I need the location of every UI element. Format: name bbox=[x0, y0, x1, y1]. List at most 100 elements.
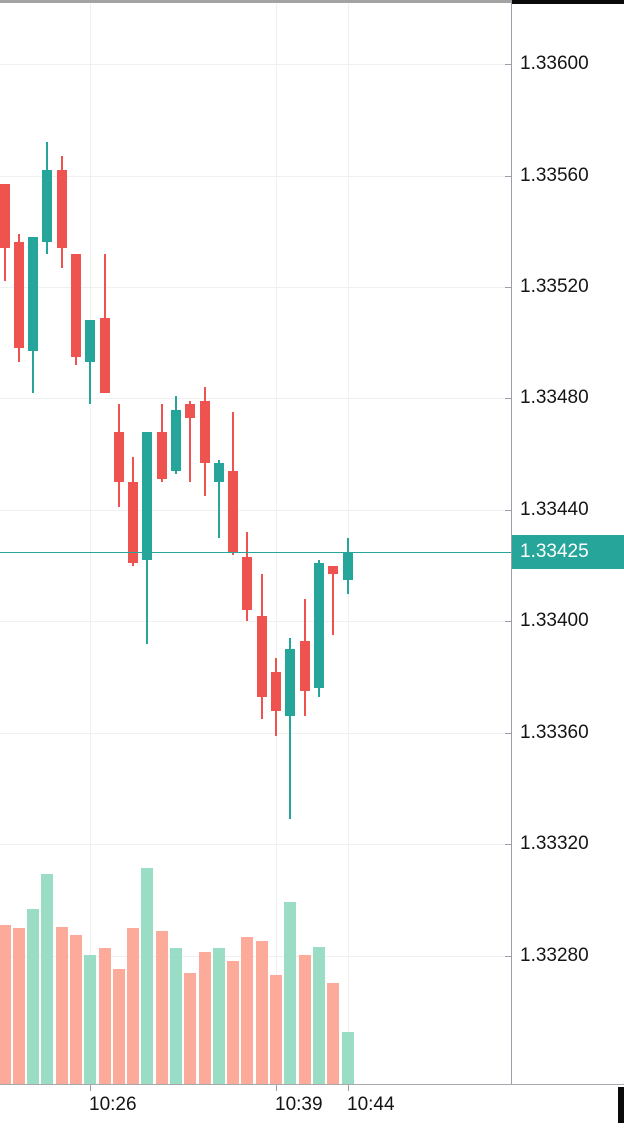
price-tick bbox=[505, 176, 512, 177]
price-tick bbox=[505, 956, 512, 957]
volume-bar bbox=[312, 947, 325, 1084]
volume-bar bbox=[141, 868, 154, 1084]
candle-body bbox=[271, 671, 282, 711]
volume-bar bbox=[41, 874, 54, 1084]
candle-body bbox=[342, 551, 353, 580]
price-tick-label: 1.33600 bbox=[520, 53, 589, 74]
price-gridline bbox=[0, 287, 511, 288]
last-price-label: 1.33425 bbox=[512, 535, 624, 569]
candle-body bbox=[299, 640, 310, 692]
volume-bar bbox=[98, 948, 111, 1084]
candle-body bbox=[199, 401, 210, 463]
candle-body bbox=[171, 409, 181, 471]
price-tick bbox=[505, 510, 512, 511]
time-axis[interactable]: 10:26 10:39 10:44 bbox=[0, 1085, 624, 1134]
time-tick bbox=[90, 1085, 91, 1091]
candle-body bbox=[99, 317, 110, 393]
price-tick-label: 1.33400 bbox=[520, 610, 589, 631]
volume-bar bbox=[255, 941, 268, 1084]
candle-body bbox=[28, 236, 39, 352]
price-gridline bbox=[0, 956, 511, 957]
price-axis-separator bbox=[511, 0, 512, 1084]
price-tick-label: 1.33320 bbox=[520, 833, 589, 854]
volume-bar bbox=[184, 973, 197, 1084]
candle-wick bbox=[189, 401, 192, 483]
price-tick-label: 1.33560 bbox=[520, 165, 589, 186]
price-gridline bbox=[0, 510, 511, 511]
volume-bar bbox=[227, 961, 240, 1084]
candle-body bbox=[56, 169, 67, 248]
chart-plot-area[interactable] bbox=[0, 0, 511, 1084]
candle-body bbox=[242, 557, 253, 611]
time-tick bbox=[276, 1085, 277, 1091]
candle-body bbox=[142, 431, 153, 561]
candle-wick bbox=[289, 638, 292, 820]
candle-body bbox=[85, 320, 96, 363]
price-gridline bbox=[0, 398, 511, 399]
top-border-left bbox=[0, 0, 511, 3]
volume-bar bbox=[112, 969, 125, 1084]
price-tick bbox=[505, 844, 512, 845]
volume-bar bbox=[84, 955, 97, 1084]
volume-bar bbox=[270, 975, 283, 1084]
price-tick bbox=[505, 621, 512, 622]
volume-bar bbox=[55, 927, 68, 1084]
candle-body bbox=[213, 462, 224, 483]
last-price-value: 1.33425 bbox=[520, 541, 589, 562]
price-tick bbox=[505, 733, 512, 734]
candle-wick bbox=[332, 565, 335, 636]
volume-bar bbox=[298, 955, 311, 1084]
price-axis[interactable]: 1.33425 1.33600 1.33560 1.33520 1.33480 1.33… bbox=[505, 0, 624, 1084]
candle-wick bbox=[217, 459, 220, 538]
candle-body bbox=[70, 253, 81, 357]
candle-body bbox=[285, 649, 296, 717]
price-tick bbox=[505, 64, 512, 65]
volume-bar bbox=[155, 931, 168, 1084]
price-tick-label: 1.33360 bbox=[520, 722, 589, 743]
time-axis-line bbox=[0, 1084, 624, 1085]
candle-body bbox=[256, 615, 267, 697]
time-gridline bbox=[90, 3, 91, 1084]
candle-body bbox=[185, 404, 196, 418]
volume-bar bbox=[27, 909, 40, 1084]
price-tick-label: 1.33520 bbox=[520, 276, 589, 297]
price-tick bbox=[505, 398, 512, 399]
price-tick-label: 1.33480 bbox=[520, 387, 589, 408]
axis-corner-bar bbox=[618, 1087, 624, 1123]
price-tick-label: 1.33280 bbox=[520, 945, 589, 966]
price-gridline bbox=[0, 621, 511, 622]
volume-bar bbox=[241, 937, 254, 1084]
volume-bar bbox=[69, 935, 82, 1084]
candle-body bbox=[313, 562, 324, 689]
volume-bar bbox=[0, 925, 11, 1084]
volume-bar bbox=[327, 983, 340, 1084]
volume-bar bbox=[341, 1032, 354, 1084]
candle-wick bbox=[89, 320, 92, 405]
volume-bar bbox=[127, 928, 140, 1084]
price-tick bbox=[505, 287, 512, 288]
volume-bar bbox=[284, 902, 297, 1084]
price-tick-label: 1.33440 bbox=[520, 499, 589, 520]
price-gridline bbox=[0, 64, 511, 65]
candle-body bbox=[128, 482, 139, 563]
volume-bar bbox=[12, 928, 25, 1084]
last-price-line bbox=[0, 552, 511, 553]
candle-body bbox=[156, 431, 167, 480]
time-gridline bbox=[348, 3, 349, 1084]
volume-bar bbox=[212, 948, 225, 1084]
time-tick-label: 10:26 bbox=[89, 1094, 137, 1115]
time-gridline bbox=[276, 3, 277, 1084]
candle-body bbox=[113, 431, 124, 483]
candle-body bbox=[328, 565, 339, 575]
time-tick bbox=[348, 1085, 349, 1091]
time-tick-label: 10:44 bbox=[347, 1094, 395, 1115]
price-gridline bbox=[0, 176, 511, 177]
volume-bar bbox=[170, 948, 182, 1084]
time-tick-label: 10:39 bbox=[275, 1094, 323, 1115]
candle-body bbox=[42, 169, 53, 243]
candle-body bbox=[0, 183, 10, 248]
price-gridline bbox=[0, 844, 511, 845]
candle-body bbox=[13, 242, 24, 349]
price-gridline bbox=[0, 733, 511, 734]
